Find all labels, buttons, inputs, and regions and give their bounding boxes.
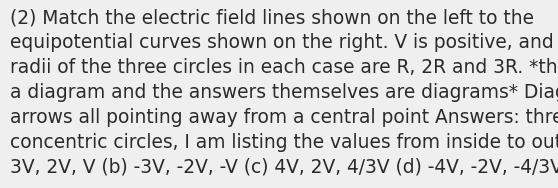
Text: concentric circles, I am listing the values from inside to out (a): concentric circles, I am listing the val… [10, 133, 558, 152]
Text: arrows all pointing away from a central point Answers: three: arrows all pointing away from a central … [10, 108, 558, 127]
Text: equipotential curves shown on the right. V is positive, and the: equipotential curves shown on the right.… [10, 33, 558, 52]
Text: (2) Match the electric field lines shown on the left to the: (2) Match the electric field lines shown… [10, 8, 534, 27]
Text: a diagram and the answers themselves are diagrams* Diagram:: a diagram and the answers themselves are… [10, 83, 558, 102]
Text: radii of the three circles in each case are R, 2R and 3R. *there is: radii of the three circles in each case … [10, 58, 558, 77]
Text: 3V, 2V, V (b) -3V, -2V, -V (c) 4V, 2V, 4/3V (d) -4V, -2V, -4/3V: 3V, 2V, V (b) -3V, -2V, -V (c) 4V, 2V, 4… [10, 157, 558, 176]
